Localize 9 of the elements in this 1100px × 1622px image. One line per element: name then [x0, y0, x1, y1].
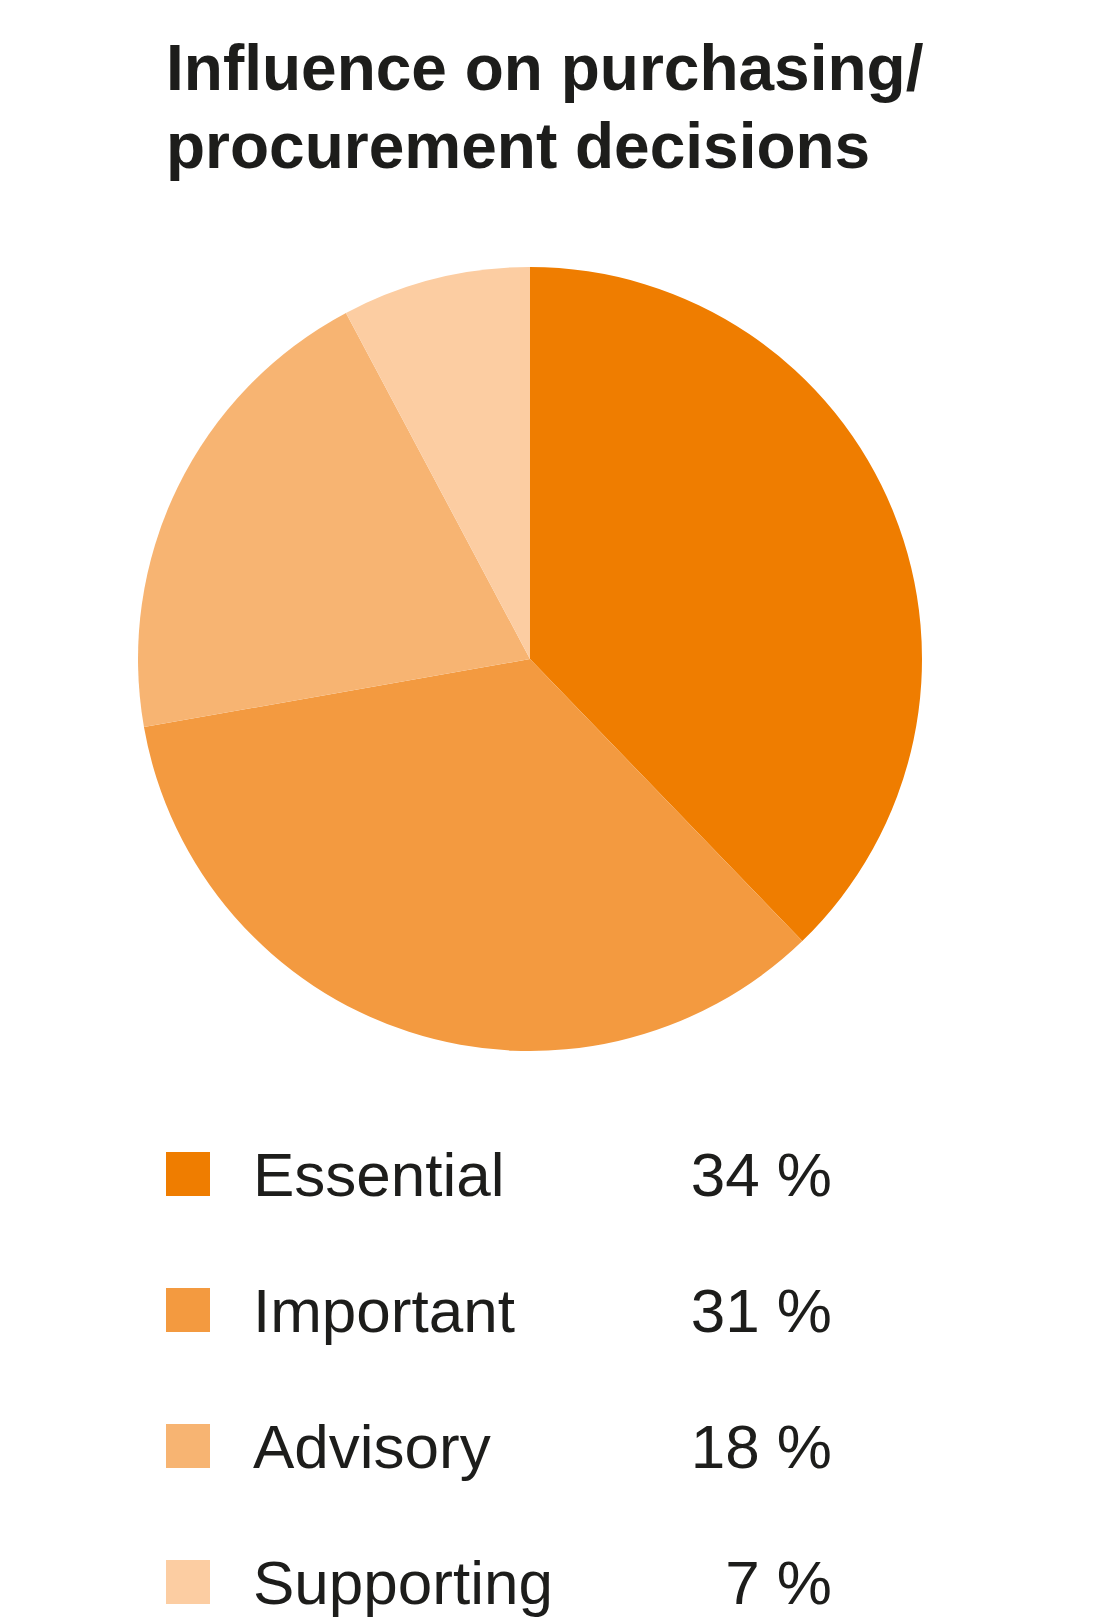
- data-label: 34 %: [690, 1139, 832, 1209]
- legend-label: Advisory: [253, 1411, 491, 1481]
- legend-label: Essential: [253, 1139, 505, 1209]
- chart-title: Influence on purchasing/ procurement decisions: [166, 32, 942, 182]
- data-label: 31 %: [690, 1275, 832, 1345]
- data-label: 7 %: [725, 1547, 832, 1617]
- legend-label: Important: [253, 1275, 515, 1345]
- data-label: 18 %: [690, 1411, 832, 1481]
- legend-label: Supporting: [253, 1547, 553, 1617]
